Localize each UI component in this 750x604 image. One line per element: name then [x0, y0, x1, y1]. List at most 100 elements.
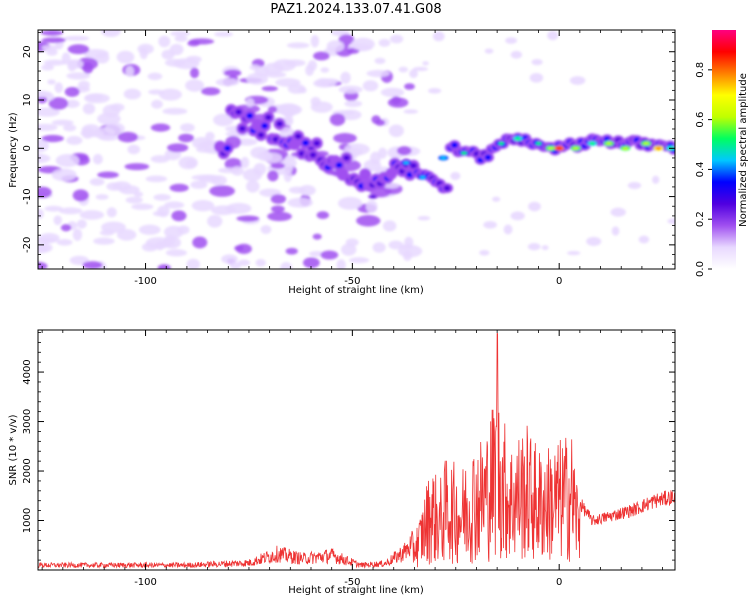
heatmap-cell: [505, 37, 518, 44]
heatmap-cell: [622, 146, 629, 150]
heatmap-cell: [169, 183, 189, 192]
heatmap-cell: [225, 202, 252, 214]
colorbar-ticks: 0.0 0.2 0.4 0.6 0.8: [695, 62, 712, 277]
heatmap-cell: [336, 259, 346, 269]
heatmap-cell: [264, 71, 287, 78]
x-tick-label: 0: [556, 276, 562, 287]
heatmap-cell: [377, 147, 388, 159]
heatmap-cell: [218, 167, 240, 174]
y-tick-label: 10: [22, 94, 33, 107]
colorbar-tick-label: 0.6: [695, 112, 706, 128]
heatmap-cell: [403, 161, 410, 165]
heatmap-cell: [69, 255, 90, 265]
heatmap-cell: [335, 162, 343, 169]
heatmap-cell: [189, 67, 200, 79]
x-tick-label: -100: [134, 276, 157, 287]
heatmap-cell: [283, 169, 293, 183]
heatmap-cell: [388, 124, 404, 138]
heatmap-cell: [240, 156, 250, 169]
heatmap-cell: [611, 226, 620, 236]
heatmap-cell: [191, 200, 215, 212]
heatmap-cell: [273, 59, 296, 72]
heatmap-cell: [89, 178, 105, 186]
heatmap-cell: [164, 201, 185, 209]
snr-panel: -100 -50 0 1000 2000 3000 4000 Height of strai…: [8, 329, 676, 596]
heatmap-cell: [312, 233, 322, 240]
heatmap-cell: [610, 207, 626, 217]
heatmap-cell: [492, 196, 501, 202]
heatmap-cell: [257, 132, 265, 139]
heatmap-cell: [605, 141, 612, 145]
snr-axes: -100 -50 0 1000 2000 3000 4000: [22, 330, 675, 588]
heatmap-cell: [54, 82, 64, 94]
heatmap-cell: [569, 76, 586, 85]
heatmap-cell: [124, 163, 150, 171]
heatmap-cell: [133, 191, 144, 198]
heatmap-cell: [556, 146, 563, 150]
heatmap-cell: [44, 205, 63, 212]
heatmap-cell: [326, 40, 345, 53]
heatmap-cell: [310, 34, 320, 48]
heatmap-cell: [112, 181, 132, 191]
heatmap-cell: [145, 175, 168, 183]
y-tick-label: 3000: [22, 409, 33, 434]
heatmap-cell: [41, 37, 66, 43]
heatmap-cell: [396, 146, 412, 156]
heatmap-cell: [169, 43, 184, 56]
heatmap-cell: [391, 96, 402, 105]
heatmap-cell: [461, 151, 468, 155]
heatmap-cell: [339, 171, 347, 178]
heatmap-cell: [159, 88, 182, 101]
heatmap-cell: [38, 153, 51, 164]
x-tick-label: 0: [556, 577, 562, 588]
heatmap-cell: [340, 71, 351, 84]
heatmap-cell: [207, 214, 223, 228]
heatmap-cell: [387, 170, 395, 177]
spectrogram-frame: [37, 29, 676, 270]
heatmap-cell: [82, 103, 96, 115]
y-tick-label: 2000: [22, 458, 33, 483]
heatmap-cell: [158, 35, 171, 48]
heatmap-cell: [404, 83, 415, 90]
heatmap-cell: [157, 205, 170, 218]
colorbar-tick-label: 0.2: [695, 211, 706, 227]
heatmap-cell: [586, 236, 602, 246]
heatmap-cell: [97, 171, 119, 179]
heatmap-cell: [403, 250, 412, 262]
heatmap-cell: [221, 254, 238, 264]
heatmap-cell: [242, 168, 263, 182]
heatmap-cell: [404, 236, 414, 248]
heatmap-cell: [53, 215, 63, 226]
heatmap-cell: [275, 78, 301, 87]
heatmap-cell: [483, 221, 497, 229]
heatmap-cell: [38, 107, 60, 117]
heatmap-cell: [290, 141, 298, 148]
heatmap-cell: [214, 31, 234, 37]
heatmap-cell: [417, 215, 431, 221]
heatmap-cell: [374, 57, 386, 65]
heatmap-cell: [261, 85, 278, 92]
heatmap-cell: [38, 237, 58, 244]
heatmap-cell: [503, 224, 513, 235]
heatmap-cell: [116, 229, 137, 241]
heatmap-cell: [192, 236, 208, 249]
heatmap-cell: [267, 211, 292, 222]
heatmap-cell: [541, 245, 549, 251]
heatmap-cell: [337, 196, 363, 210]
heatmap-cell: [344, 143, 370, 156]
heatmap-cell: [338, 85, 363, 94]
heatmap-cell: [249, 64, 260, 71]
heatmap-cell: [529, 73, 544, 83]
heatmap-cell: [190, 180, 208, 189]
heatmap-cell: [344, 100, 363, 108]
heatmap-cell: [83, 93, 110, 104]
heatmap-cell: [186, 258, 201, 269]
heatmap-cell: [270, 194, 287, 204]
heatmap-cell: [236, 215, 260, 222]
heatmap-cell: [255, 259, 266, 267]
heatmap-cell: [329, 113, 346, 126]
heatmap-cell: [309, 152, 317, 159]
heatmap-cell: [638, 235, 650, 244]
heatmap-cell: [157, 264, 171, 269]
heatmap-cell: [245, 180, 260, 193]
